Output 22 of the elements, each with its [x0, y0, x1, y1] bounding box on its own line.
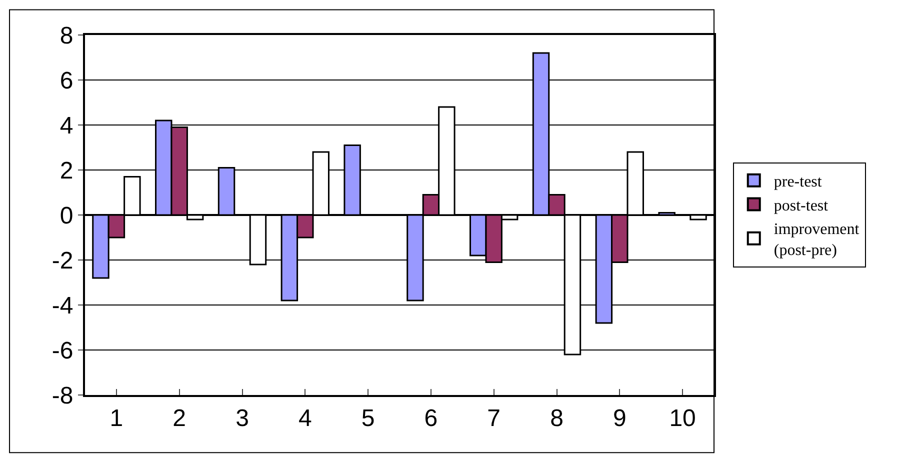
y-tick-label: 0 [60, 202, 74, 230]
x-tick-label: 2 [172, 404, 186, 432]
y-tick-label: 2 [60, 157, 74, 184]
y-tick-label: -6 [52, 337, 74, 364]
x-tick-label: 7 [487, 404, 501, 432]
y-tick-label: -2 [52, 247, 74, 274]
y-tick-label: -4 [52, 292, 74, 320]
x-tick-label: 9 [612, 404, 626, 432]
x-tick-label: 10 [669, 404, 696, 432]
y-tick-label: -8 [52, 382, 74, 410]
y-tick-label: 6 [60, 67, 74, 94]
x-tick-label: 4 [298, 404, 312, 432]
y-tick-label: 4 [60, 112, 74, 140]
legend-label: improvement (post-pre) [774, 221, 860, 260]
legend-label: pre-test [774, 174, 822, 191]
legend-label: post-test [774, 197, 829, 214]
x-tick-label: 1 [110, 404, 124, 432]
x-tick-label: 6 [424, 404, 438, 432]
x-tick-label: 3 [236, 404, 249, 432]
x-tick-label: 5 [361, 404, 375, 432]
y-tick-label: 8 [60, 22, 74, 50]
x-tick-label: 8 [550, 404, 564, 432]
